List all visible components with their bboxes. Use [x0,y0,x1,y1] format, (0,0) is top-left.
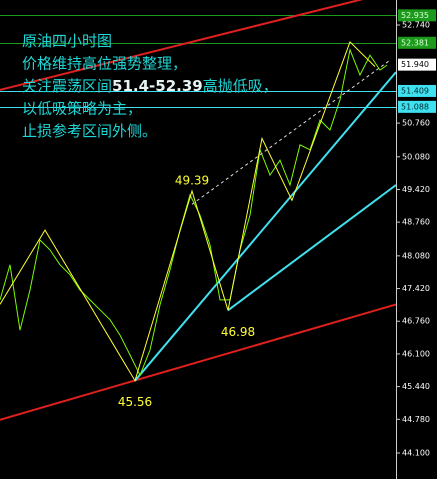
trend-line [0,0,364,91]
price-box [398,84,436,97]
current-price-box [398,58,436,71]
y-tick-label: 44.780 [402,415,430,424]
trend-line [134,71,396,382]
y-tick-label: 46.100 [402,349,430,358]
annotation-text: 以低吸策略为主， [22,100,142,118]
annotation-line: 止损参考区间外侧。 [22,122,157,140]
y-tick-label: 44.100 [402,448,430,457]
annotation-text: 止损参考区间外侧。 [22,122,157,140]
y-tick-label: 49.420 [402,185,430,194]
y-tick-label: 52.740 [402,21,430,30]
annotation-line: 价格维持高位强势整理， [22,55,187,73]
pivot-label: 46.98 [221,325,255,339]
price-box-label: 52.381 [401,38,429,47]
annotation-line: 关注震荡区间51.4-52.39高抛低吸， [22,77,278,95]
pivot-label: 49.39 [175,173,209,187]
y-tick-label: 50.080 [402,152,430,161]
annotation-line: 以低吸策略为主， [22,100,142,118]
annotation-text: 价格维持高位强势整理， [22,55,187,73]
y-tick-label: 47.420 [402,284,430,293]
price-box [398,100,436,113]
y-tick-label: 45.440 [402,382,430,391]
price-line [0,40,376,382]
y-tick-label: 46.760 [402,317,430,326]
trend-line [227,184,396,312]
annotation-text: 原油四小时图 [22,32,112,50]
annotation-text: 高抛低吸， [203,77,278,95]
current-price-label: 51.940 [401,60,429,69]
price-box-label: 51.088 [401,102,429,111]
price-box-label: 51.409 [401,86,429,95]
trend-line [191,59,391,205]
annotation-text: 关注震荡区间 [22,77,112,95]
pivot-label: 45.56 [118,395,152,409]
y-tick-label: 48.080 [402,251,430,260]
price-box [398,9,436,22]
y-tick-label: 48.760 [402,218,430,227]
axis-labels: 52.740 50.760 50.080 49.420 48.760 48.080 47.4… [396,9,436,457]
price-line [0,48,388,377]
annotation-line: 原油四小时图 [22,32,112,50]
price-box-label: 52.935 [401,11,429,20]
price-box [398,36,436,49]
trend-line [0,303,396,421]
y-tick-label: 50.760 [402,119,430,128]
annotation-text: 51.4-52.39 [112,77,203,95]
plot-area [0,0,396,421]
